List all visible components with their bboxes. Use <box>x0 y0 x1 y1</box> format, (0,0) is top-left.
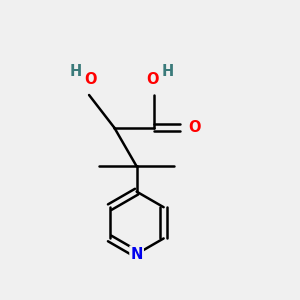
Text: O: O <box>147 72 159 87</box>
Text: N: N <box>130 247 143 262</box>
Text: H: H <box>70 64 82 79</box>
Text: O: O <box>84 72 97 87</box>
Text: O: O <box>188 120 200 135</box>
Text: H: H <box>162 64 174 79</box>
